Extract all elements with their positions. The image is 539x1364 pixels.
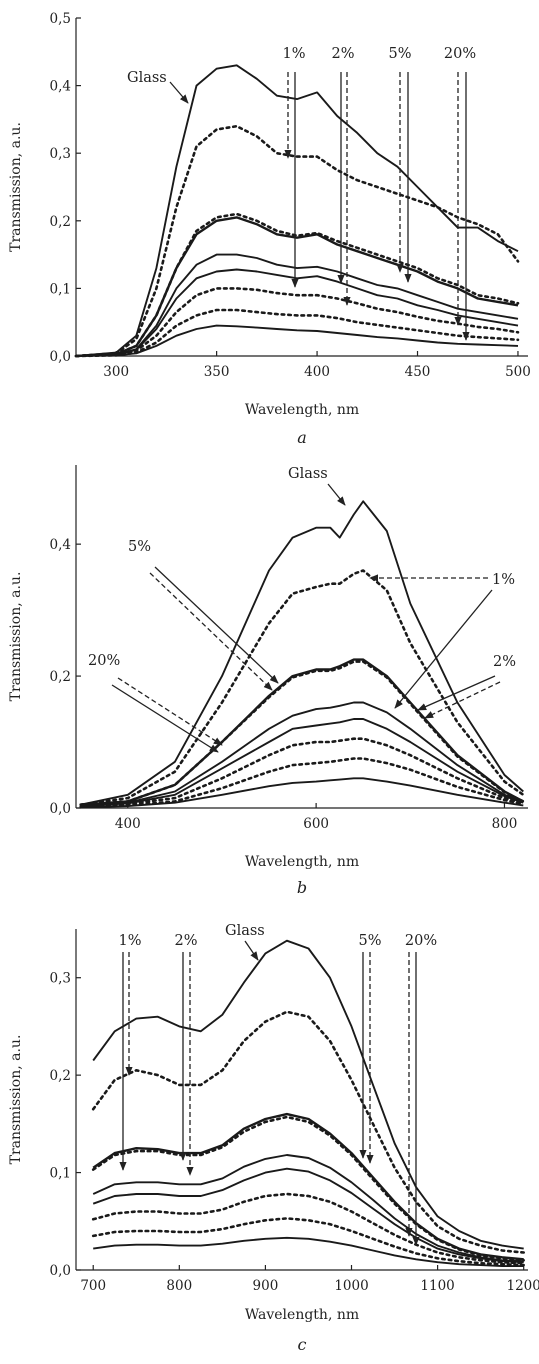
- y-tick-label: 0,4: [50, 79, 71, 95]
- y-tick-label: 0,1: [50, 1166, 71, 1182]
- series-line-20pct: [76, 255, 518, 356]
- series-line-glass: [93, 941, 524, 1249]
- x-tick-label: 800: [166, 1278, 192, 1294]
- annotation-label: 2%: [174, 933, 197, 949]
- y-axis-label: Transmission, a.u.: [8, 572, 24, 702]
- annotation-label: 1%: [118, 933, 141, 949]
- panel-caption: b: [297, 878, 307, 897]
- annotation-arrow: [112, 685, 218, 752]
- x-tick-label: 400: [304, 364, 330, 380]
- x-axis-label: Wavelength, nm: [245, 1307, 359, 1323]
- annotation-label: 2%: [493, 654, 516, 670]
- panel-caption: c: [298, 1335, 307, 1354]
- x-tick-label: 400: [115, 816, 141, 832]
- y-tick-label: 0,0: [50, 349, 71, 365]
- x-axis-label: Wavelength, nm: [245, 402, 359, 418]
- annotation-label: 2%: [331, 46, 354, 62]
- annotation-label: 5%: [388, 46, 411, 62]
- annotation-label: Glass: [288, 466, 328, 482]
- series-line-unlabeled-5: [81, 719, 524, 806]
- y-axis-label: Transmission, a.u.: [8, 122, 24, 252]
- annotation-arrow: [245, 941, 258, 960]
- x-tick-label: 500: [505, 364, 531, 380]
- annotation-label: Glass: [127, 70, 167, 86]
- x-tick-label: 450: [405, 364, 431, 380]
- annotation-label: 20%: [444, 46, 476, 62]
- annotation-label: 1%: [282, 46, 305, 62]
- annotation-arrow-dashed: [150, 573, 272, 690]
- y-tick-label: 0,4: [50, 537, 71, 553]
- annotation-arrow: [418, 676, 495, 710]
- x-tick-label: 700: [80, 1278, 106, 1294]
- series-line-unlabeled-6: [81, 739, 524, 807]
- series-line-1pct: [93, 1012, 524, 1253]
- x-tick-label: 300: [103, 364, 129, 380]
- annotation-label: 20%: [88, 653, 120, 669]
- series-line-1pct: [81, 571, 524, 805]
- x-tick-label: 1100: [420, 1278, 454, 1294]
- x-axis-label: Wavelength, nm: [245, 854, 359, 870]
- annotation-label: 20%: [405, 933, 437, 949]
- chart-panel-b: 0,0 0,2 0,4 400 600 800 Wavelength, nm Transmis…: [8, 465, 528, 897]
- panel-caption: a: [297, 428, 307, 447]
- annotation-arrow: [170, 82, 188, 103]
- annotation-arrow: [155, 567, 278, 683]
- y-tick-label: 0,3: [50, 146, 71, 162]
- chart-panel-a: 0,0 0,1 0,2 0,3 0,4 0,5 300 350 400 450 500 Wavelen…: [8, 11, 531, 447]
- x-tick-label: 1200: [507, 1278, 539, 1294]
- annotation-arrow: [395, 590, 492, 708]
- y-axis-label: Transmission, a.u.: [8, 1035, 24, 1165]
- annotation-label: 5%: [128, 539, 151, 555]
- y-tick-label: 0,5: [50, 11, 71, 27]
- series-line-glass: [76, 65, 518, 356]
- x-tick-label: 600: [303, 816, 329, 832]
- x-tick-label: 900: [253, 1278, 279, 1294]
- x-tick-label: 350: [204, 364, 230, 380]
- y-tick-label: 0,2: [50, 669, 71, 685]
- y-tick-label: 0,0: [50, 1263, 71, 1279]
- x-tick-label: 800: [492, 816, 518, 832]
- x-tick-label: 1000: [334, 1278, 368, 1294]
- annotation-label: Glass: [225, 923, 265, 939]
- y-tick-label: 0,0: [50, 801, 71, 817]
- annotation-arrow: [328, 484, 345, 505]
- y-tick-label: 0,3: [50, 971, 71, 987]
- annotation-arrow-dashed: [118, 678, 222, 745]
- y-tick-label: 0,1: [50, 281, 71, 297]
- annotation-label: 5%: [358, 933, 381, 949]
- chart-panel-c: 0,0 0,1 0,2 0,3 700 800 900 1000 1100 1200 Wavelen…: [8, 923, 539, 1354]
- y-tick-label: 0,2: [50, 1068, 71, 1084]
- y-tick-label: 0,2: [50, 214, 71, 230]
- annotation-label: 1%: [492, 572, 515, 588]
